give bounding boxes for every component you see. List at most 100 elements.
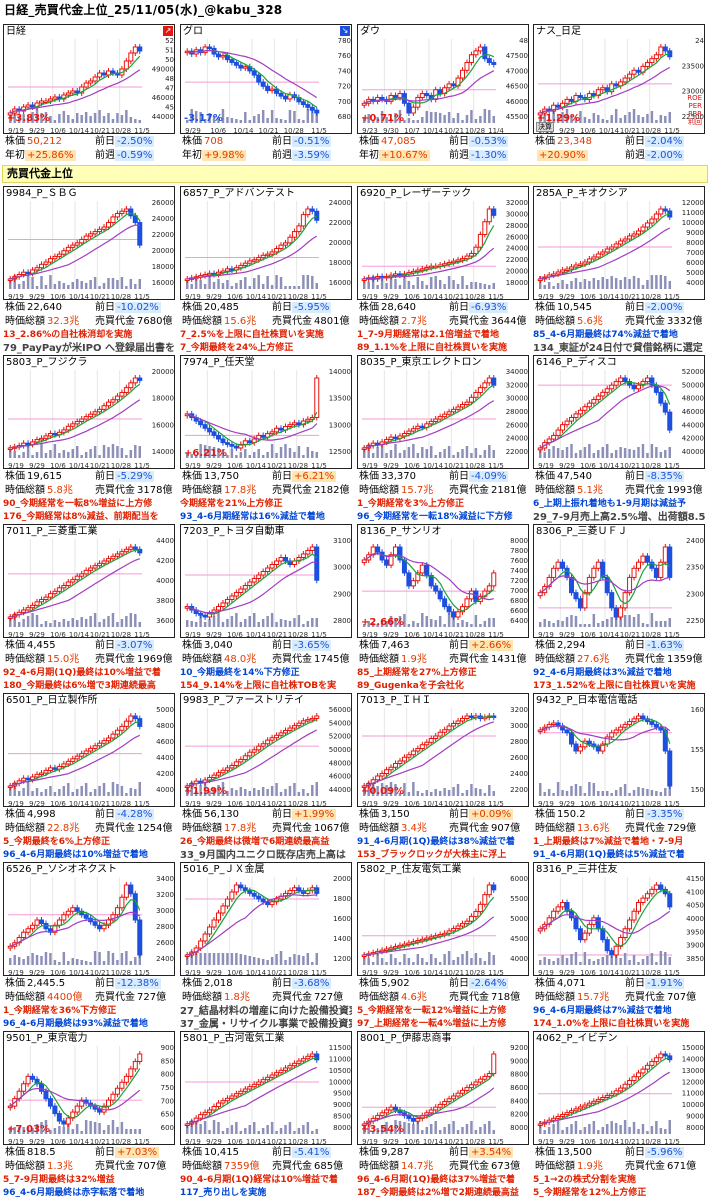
news-line[interactable]: 1_今期経常を3%上方修正 bbox=[357, 499, 465, 509]
y-tick-label: 1800 bbox=[333, 895, 351, 903]
stock-3-panel[interactable]: 12000 11000 10000 9000 8000 7000 6000 5000 4000 9… bbox=[533, 186, 705, 300]
news-line[interactable]: 5_今期経常を12%上方修正 bbox=[533, 1188, 647, 1198]
index-2-panel[interactable]: 48 47500 47000 46500 46000 45500 9/23 9/30 10/7 1… bbox=[357, 24, 529, 134]
candle bbox=[577, 928, 583, 941]
stock-9-panel[interactable]: 3100 3000 2900 2800 9/19 9/29 10/6 10/14 10/21 10… bbox=[180, 524, 352, 638]
news-line[interactable]: 173_1.52%を上限に自社株買いを実施 bbox=[533, 681, 696, 691]
info-value-2: 685億 bbox=[314, 1161, 344, 1172]
news-line[interactable]: 96_4-6月期最終は93%減益で着地 bbox=[3, 1019, 148, 1029]
news-line[interactable]: 93_4-6月期経常は16%減益で着地 bbox=[180, 512, 325, 522]
news-line[interactable]: 5_7-9月期最終は32%増益 bbox=[3, 1175, 115, 1185]
news-line[interactable]: 29_7-9月売上高2.5%増、出荷額8.5% bbox=[533, 512, 705, 523]
stock-15-panel[interactable]: 160 155 150 9/19 9/29 10/6 10/14 10/21 10/28 11/5… bbox=[533, 693, 705, 807]
news-line[interactable]: 96_4-6月期最終は10%増益で着地 bbox=[3, 850, 148, 860]
index-1-panel[interactable]: 780 760 740 720 700 680 9/29 10/6 10/14 10/21 10/2… bbox=[180, 24, 352, 134]
stock-5-panel[interactable]: 14000 13500 13000 12500 9/19 9/29 10/6 10/14 10/… bbox=[180, 355, 352, 469]
stock-20-panel[interactable]: 900 850 800 750 700 650 600 9/19 9/29 10/6 10/14 10… bbox=[3, 1031, 175, 1145]
stock-16-panel[interactable]: 3400 3200 3000 2800 2600 2400 9/19 9/29 10/6 10/1… bbox=[3, 862, 175, 976]
stock-1-panel[interactable]: 24000 22000 20000 18000 16000 9/19 9/29 10/6 10/… bbox=[180, 186, 352, 300]
x-tick-label: 11/5 bbox=[134, 127, 150, 134]
news-line[interactable]: 90_今期経常を一転8%増益に上方修 bbox=[3, 499, 153, 509]
stock-6-panel[interactable]: 34000 32000 30000 28000 26000 24000 22000 9/19 9… bbox=[357, 355, 529, 469]
news-line[interactable]: 85_4-6月期最終は74%減益で着地 bbox=[533, 330, 678, 340]
volume-bar bbox=[412, 444, 415, 458]
news-line[interactable]: 6_上期上振れ着地も1-9月期は減益予 bbox=[533, 499, 687, 509]
stock-18-panel[interactable]: 6000 5500 5000 4500 4000 9/19 9/29 10/6 10/14 10/… bbox=[357, 862, 529, 976]
candle bbox=[419, 564, 425, 574]
news-line[interactable]: 91_4-6月期(1Q)最終は5%減益で着 bbox=[533, 850, 685, 860]
volume-bar bbox=[474, 615, 478, 627]
news-line[interactable]: 96_4-6月期最終は7%減益で着地 bbox=[533, 1006, 672, 1016]
news-line[interactable]: 134_東証が24日付で貸借銘柄に選定 bbox=[533, 343, 703, 354]
news-line[interactable]: 154_9.14%を上限に自社株TOBを実 bbox=[180, 681, 337, 691]
candle bbox=[393, 546, 398, 556]
y-tick-label: 47500 bbox=[506, 52, 528, 60]
news-line[interactable]: 96_今期経常を一転18%減益に下方修 bbox=[357, 512, 513, 522]
stock-13-panel[interactable]: 56000 54000 52000 50000 48000 46000 44000 9/19 9… bbox=[180, 693, 352, 807]
stock-11-panel[interactable]: 2400 2350 2300 2250 9/19 9/29 10/6 10/14 10/21 10… bbox=[533, 524, 705, 638]
info-value: 2,294 bbox=[557, 640, 586, 651]
stock-17-panel[interactable]: 2000 1800 1600 1400 1200 9/19 9/29 10/6 10/14 10/… bbox=[180, 862, 352, 976]
stock-19-panel[interactable]: 4150 4100 4050 4000 3950 3900 3850 9/19 9/29 10/6… bbox=[533, 862, 705, 976]
news-line[interactable]: 176_今期経常は8%減益、前期配当を bbox=[3, 512, 159, 522]
info-row: 株価 818.5 前日 +7.03% bbox=[3, 1146, 175, 1160]
news-line[interactable]: 92_4-6月期最終は3%減益で着地 bbox=[533, 668, 672, 678]
news-line[interactable]: 13_2.86%の自社株消却を実施 bbox=[3, 330, 133, 340]
news-line[interactable]: 97_上期経常を一転4%増益に上方修 bbox=[357, 1019, 507, 1029]
stock-2-panel[interactable]: 32000 30000 28000 26000 24000 22000 20000 18000… bbox=[357, 186, 529, 300]
news-line[interactable]: 1_7-9月期経常は2.1倍増益で着地 bbox=[357, 330, 499, 340]
info-row: 時価総額 2.7兆 売買代金 3644億 bbox=[357, 315, 529, 329]
stock-info: 株価 5,902 前日 -2.64% 時価総額 4.6兆 売買代金 718億 5_今期経常を一転… bbox=[357, 977, 529, 1031]
volume-bar bbox=[279, 951, 283, 965]
news-line[interactable]: 26_今期最終は微増で6期連続最高益 bbox=[180, 837, 330, 847]
news-line[interactable]: 27_結晶材料の増産に向けた設備投資実 bbox=[180, 1006, 352, 1017]
news-line[interactable]: 5_今期最終を6%上方修正 bbox=[3, 837, 111, 847]
stock-22-panel[interactable]: 9200 9000 8800 8600 8400 8200 8000 9/19 9/29 10/6… bbox=[357, 1031, 529, 1145]
candle bbox=[274, 1072, 280, 1076]
news-line[interactable]: 92_4-6月期(1Q)最終は10%増益で着 bbox=[3, 668, 161, 678]
news-line[interactable]: 89_1.1%を上限に自社株買いを実施 bbox=[357, 343, 507, 353]
stock-21-panel[interactable]: 11500 11000 10500 10000 9500 9000 8500 8000 9/19… bbox=[180, 1031, 352, 1145]
index-3-panel[interactable]: 242350023000225009/199/2910/610/1410/211… bbox=[533, 24, 705, 134]
volume-bar bbox=[447, 951, 451, 965]
news-line[interactable]: 117_売り出しを実施 bbox=[180, 1188, 267, 1198]
news-line[interactable]: 153_ブラックロックが大株主に浮上 bbox=[357, 850, 507, 860]
instrument-name: 8316_P_三井住友 bbox=[536, 864, 618, 875]
news-line[interactable]: 今期経常を21%上方修正 bbox=[180, 499, 283, 509]
volume-bar bbox=[606, 619, 609, 627]
news-line[interactable]: 85_上期経常を27%上方修正 bbox=[357, 668, 477, 678]
news-line[interactable]: 7_今期最終を24%上方修正 bbox=[180, 343, 294, 353]
news-line[interactable]: 187_今期最終は2%増で2期連続最高益 bbox=[357, 1188, 519, 1198]
news-line[interactable]: 1_今期経常を36%下方修正 bbox=[3, 1006, 117, 1016]
volume-bar bbox=[376, 954, 379, 965]
news-line[interactable]: 5_今期経常を一転12%増益に上方修 bbox=[357, 1006, 507, 1016]
news-line[interactable]: 10_今期最終を14%下方修正 bbox=[180, 668, 300, 678]
news-line[interactable]: 5_1→2の株式分割を実施 bbox=[533, 1175, 636, 1185]
news-line[interactable]: 90_4-6月期(1Q)経常は10%増益で着 bbox=[180, 1175, 338, 1185]
volume-bar bbox=[646, 956, 649, 965]
news-line[interactable]: 96_4-6月期(1Q)最終は37%増益で着 bbox=[357, 1175, 515, 1185]
candle bbox=[361, 559, 367, 564]
news-line[interactable]: 174_1.0%を上限に自社株買いを実施 bbox=[533, 1019, 690, 1029]
news-line[interactable]: 89_Gugenkaを子会社化 bbox=[357, 681, 464, 691]
stock-23-panel[interactable]: 15000 14000 13000 12000 11000 10000 9000 8000 9/… bbox=[533, 1031, 705, 1145]
news-line[interactable]: 7_2.5%を上限に自社株買いを実施 bbox=[180, 330, 324, 340]
stock-12-panel[interactable]: 5000 4800 4600 4400 4200 4000 9/19 9/29 10/6 10/1… bbox=[3, 693, 175, 807]
news-line[interactable]: 33_9月国内ユニクロ既存店売上高は bbox=[180, 850, 346, 861]
stock-8-panel[interactable]: 4400 4200 4000 3800 3600 9/19 9/29 10/6 10/14 10/… bbox=[3, 524, 175, 638]
volume-bar bbox=[447, 613, 451, 627]
news-line[interactable]: 79_PayPayが米IPO へ登録届出書を提 bbox=[3, 343, 175, 354]
news-line[interactable]: 37_金属・リサイクル事業で設備投資実 bbox=[180, 1019, 352, 1030]
volume-bar bbox=[610, 115, 613, 123]
news-line[interactable]: 1_上期最終は7%減益で着地・7-9月 bbox=[533, 837, 684, 847]
index-0-panel[interactable]: 52 51 50 49000 48 47 46000 45 44000 9/19 9/29 10/6 1… bbox=[3, 24, 175, 134]
news-line[interactable]: 96_4-6月期最終は赤字転落で着地 bbox=[3, 1188, 145, 1198]
news-line[interactable]: 180_今期最終は6%増で3期連続最高 bbox=[3, 681, 156, 691]
stock-4-panel[interactable]: 20000 18000 16000 14000 9/19 9/29 10/6 10/14 10/… bbox=[3, 355, 175, 469]
stock-14-panel[interactable]: 3200 3000 2800 2600 2400 2200 9/19 9/29 10/6 10/1… bbox=[357, 693, 529, 807]
stock-0-panel[interactable]: 26000 24000 22000 20000 18000 16000 9/19 9/29 10… bbox=[3, 186, 175, 300]
stock-10-panel[interactable]: 8000 7800 7600 7400 7200 7000 6800 6600 6400 9/19… bbox=[357, 524, 529, 638]
news-line[interactable]: 91_4-6月期(1Q)最終は38%減益で着 bbox=[357, 837, 515, 847]
stock-7-panel[interactable]: 52000 50000 48000 46000 44000 42000 40000 9/19 9… bbox=[533, 355, 705, 469]
volume-bar bbox=[452, 280, 455, 289]
